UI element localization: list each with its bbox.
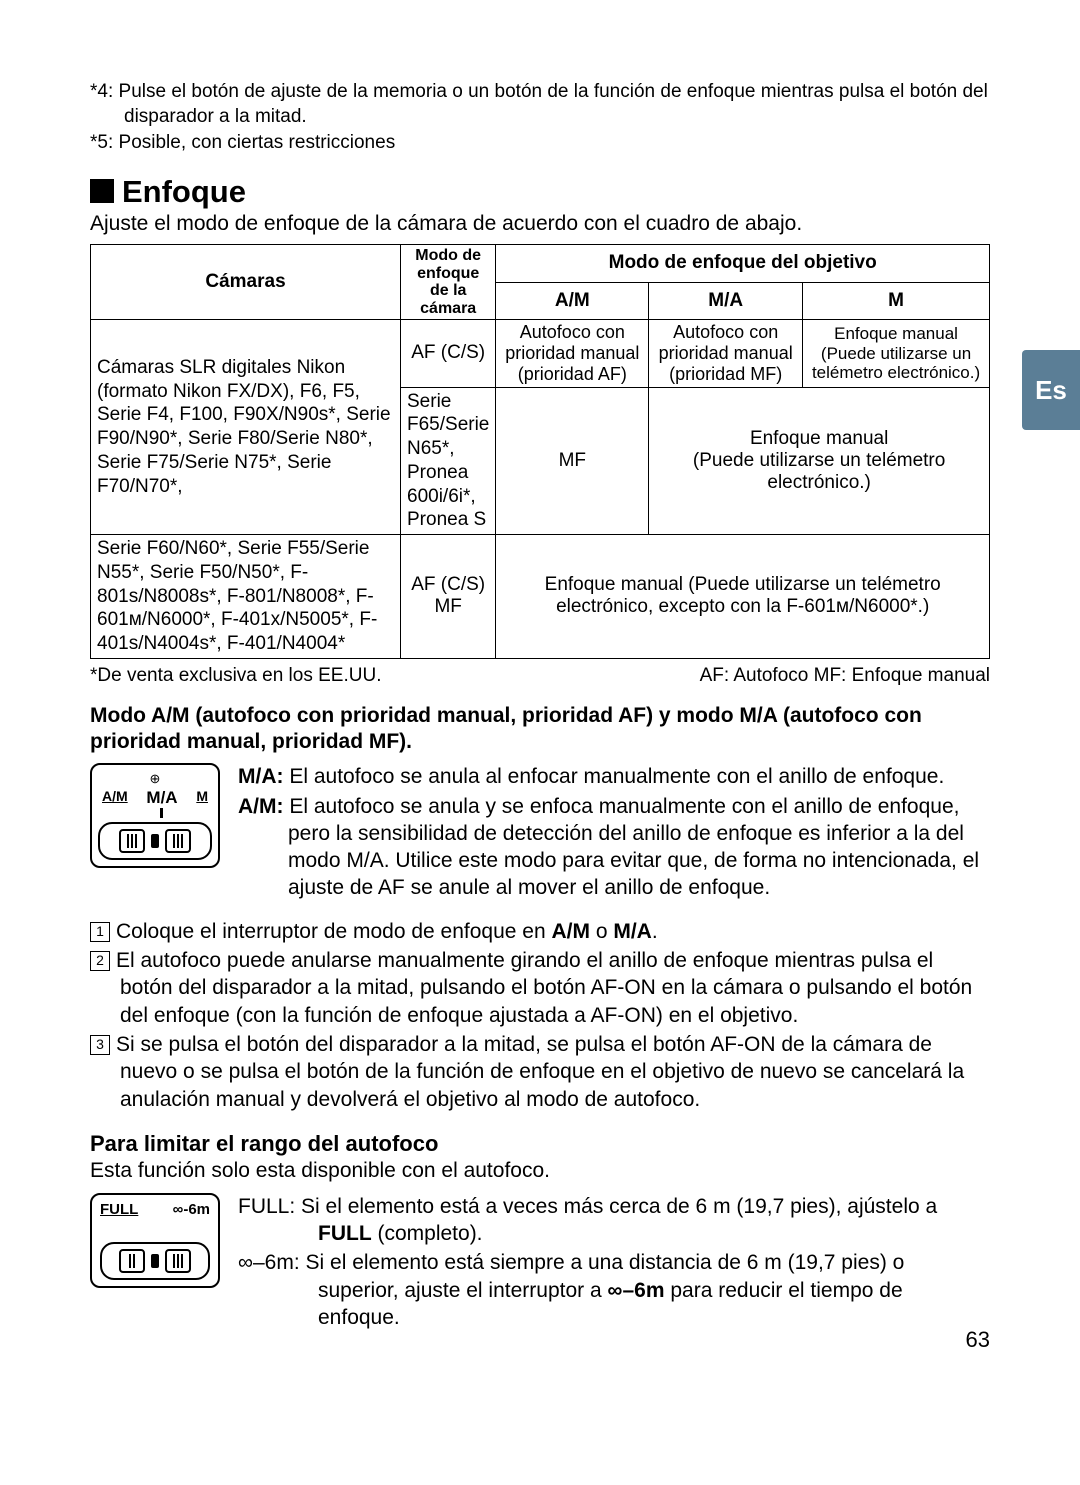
- footnote-4: *4: Pulse el botón de ajuste de la memor…: [90, 80, 990, 129]
- step-number-icon: 2: [90, 951, 110, 971]
- switch-widget-icon: [98, 822, 212, 860]
- heading-bullet-icon: [90, 179, 114, 203]
- cell-cameras-3: Serie F60/N60*, Serie F55/Serie N55*, Se…: [91, 535, 401, 659]
- step-list: 1Coloque el interruptor de modo de enfoq…: [90, 918, 990, 1113]
- step-number-icon: 1: [90, 922, 110, 942]
- step-number-icon: 3: [90, 1035, 110, 1055]
- cell-mode-1: AF (C/S): [401, 320, 496, 387]
- th-lens-mode: Modo de enfoque del objetivo: [496, 245, 990, 283]
- cell-am-1: Autofoco con prioridad manual (prioridad…: [496, 320, 649, 387]
- switch-label-am: A/M: [102, 788, 128, 818]
- focus-mode-table: Cámaras Modo de enfoque de la cámara Mod…: [90, 244, 990, 659]
- cell-merged-3: Enfoque manual (Puede utilizarse un telé…: [496, 535, 990, 659]
- step-2: 2El autofoco puede anularse manualmente …: [90, 947, 990, 1029]
- page-number: 63: [966, 1327, 990, 1353]
- step-3: 3Si se pulsa el botón del disparador a l…: [90, 1031, 990, 1113]
- step-1: 1Coloque el interruptor de modo de enfoq…: [90, 918, 990, 945]
- th-ma: M/A: [649, 282, 803, 320]
- cell-mode-3: AF (C/S) MF: [401, 535, 496, 659]
- cell-cameras-1: Cámaras SLR digitales Nikon (formato Nik…: [91, 320, 401, 535]
- limit-switch-diagram: FULL ∞-6m: [90, 1193, 220, 1288]
- limit-label-6m: ∞-6m: [173, 1201, 210, 1218]
- table-footer-right: AF: Autofoco MF: Enfoque manual: [700, 665, 990, 687]
- section-heading-enfoque: Enfoque: [90, 174, 990, 210]
- th-am: A/M: [496, 282, 649, 320]
- th-m: M: [803, 282, 990, 320]
- th-camera-mode: Modo de enfoque de la cámara: [401, 245, 496, 320]
- cell-ma-1: Autofoco con prioridad manual (prioridad…: [649, 320, 803, 387]
- cell-cameras-2: Serie F65/Serie N65*, Pronea 600i/6i*, P…: [401, 387, 496, 535]
- limit-subtext: Esta función solo esta disponible con el…: [90, 1159, 990, 1183]
- switch-label-m: M: [196, 788, 208, 818]
- th-cameras: Cámaras: [91, 245, 401, 320]
- mode-heading: Modo A/M (autofoco con prioridad manual,…: [90, 703, 990, 756]
- cell-merged-2: Enfoque manual (Puede utilizarse un telé…: [649, 387, 990, 535]
- cell-m-1: Enfoque manual (Puede utilizarse un telé…: [803, 320, 990, 387]
- mode-descriptions: M/A: El autofoco se anula al enfocar man…: [238, 763, 990, 903]
- limit-heading: Para limitar el rango del autofoco: [90, 1131, 990, 1157]
- limit-descriptions: FULL: Si el elemento está a veces más ce…: [238, 1193, 990, 1333]
- table-footer: *De venta exclusiva en los EE.UU. AF: Au…: [90, 665, 990, 687]
- section-subtext: Ajuste el modo de enfoque de la cámara d…: [90, 212, 990, 236]
- focus-mode-switch-diagram: ⊕ A/M M/A M: [90, 763, 220, 868]
- limit-label-full: FULL: [100, 1201, 138, 1218]
- limit-switch-widget-icon: [100, 1242, 210, 1280]
- footnote-5: *5: Posible, con ciertas restricciones: [90, 131, 990, 156]
- cell-mode-2: MF: [496, 387, 649, 535]
- language-tab: Es: [1022, 350, 1080, 430]
- table-footer-left: *De venta exclusiva en los EE.UU.: [90, 665, 381, 687]
- switch-label-ma: M/A: [146, 788, 177, 807]
